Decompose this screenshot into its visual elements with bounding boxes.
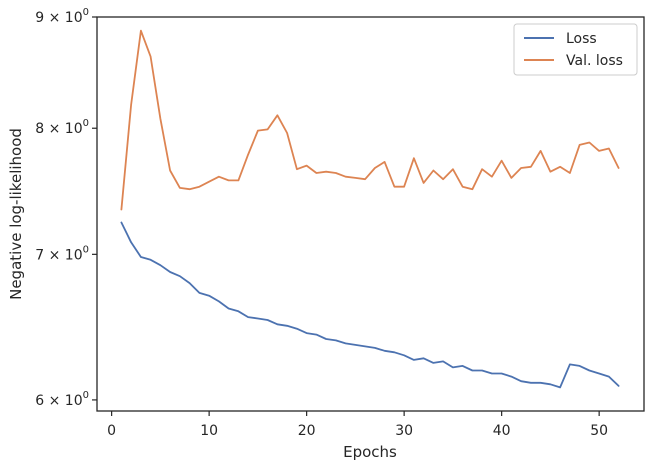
series-line-1 xyxy=(120,29,620,211)
x-axis-label: Epochs xyxy=(343,443,397,461)
y-tick-label: 9 × 100 xyxy=(35,7,89,26)
x-axis-ticks: 0 10 20 30 40 50 xyxy=(107,411,608,439)
y-tick-label: 6 × 100 xyxy=(35,390,89,409)
y-axis-label: Negative log-likelihood xyxy=(7,128,25,300)
legend-label-val-loss: Val. loss xyxy=(566,53,623,69)
series-line-0 xyxy=(120,221,620,389)
x-tick-label: 40 xyxy=(493,423,511,439)
series-lines xyxy=(120,29,620,389)
legend-label-loss: Loss xyxy=(566,31,597,47)
x-tick-label: 20 xyxy=(298,423,316,439)
y-tick-label: 8 × 100 xyxy=(35,118,89,137)
x-tick-label: 50 xyxy=(590,423,608,439)
legend: Loss Val. loss xyxy=(513,23,638,76)
x-tick-label: 30 xyxy=(395,423,413,439)
legend-box xyxy=(513,23,638,76)
x-tick-label: 0 xyxy=(107,423,116,439)
plot-frame xyxy=(96,16,645,412)
y-axis-ticks: 6 × 100 7 × 100 8 × 100 9 × 100 xyxy=(35,7,97,409)
y-tick-label: 7 × 100 xyxy=(35,244,89,263)
x-tick-label: 10 xyxy=(200,423,218,439)
